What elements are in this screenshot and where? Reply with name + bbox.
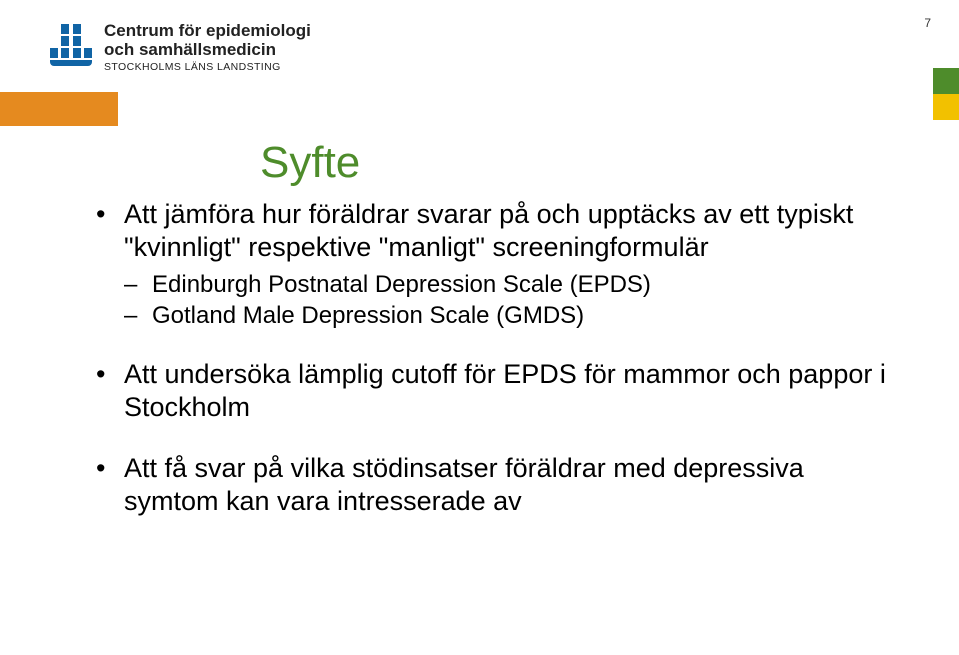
slide: Centrum för epidemiologi och samhällsmed… <box>0 0 959 655</box>
logo-line3: STOCKHOLMS LÄNS LANDSTING <box>104 62 311 74</box>
list-item: Att få svar på vilka stödinsatser föräld… <box>96 452 899 518</box>
list-item: Att undersöka lämplig cutoff för EPDS fö… <box>96 358 899 424</box>
accent-square-yellow <box>933 94 959 120</box>
bullet-text: Att undersöka lämplig cutoff för EPDS fö… <box>124 359 886 422</box>
bullet-text: Att få svar på vilka stödinsatser föräld… <box>124 453 804 516</box>
accent-square-green <box>933 68 959 94</box>
sub-bullet-text: Edinburgh Postnatal Depression Scale (EP… <box>152 271 651 298</box>
slide-body: Att jämföra hur föräldrar svarar på och … <box>96 198 899 546</box>
sub-bullet-text: Gotland Male Depression Scale (GMDS) <box>152 302 584 329</box>
accent-bar-orange <box>0 92 118 126</box>
logo-line2: och samhällsmedicin <box>104 41 311 60</box>
logo-icon <box>48 22 94 68</box>
list-item: Edinburgh Postnatal Depression Scale (EP… <box>124 270 899 299</box>
page-number: 7 <box>924 16 931 30</box>
list-item: Att jämföra hur föräldrar svarar på och … <box>96 198 899 330</box>
slide-title: Syfte <box>260 138 360 188</box>
sub-list: Edinburgh Postnatal Depression Scale (EP… <box>124 270 899 331</box>
list-item: Gotland Male Depression Scale (GMDS) <box>124 301 899 330</box>
bullet-text: Att jämföra hur föräldrar svarar på och … <box>124 199 853 262</box>
bullet-list: Att jämföra hur föräldrar svarar på och … <box>96 198 899 518</box>
logo-block: Centrum för epidemiologi och samhällsmed… <box>48 22 311 74</box>
logo-line1: Centrum för epidemiologi <box>104 22 311 41</box>
logo-text: Centrum för epidemiologi och samhällsmed… <box>104 22 311 74</box>
